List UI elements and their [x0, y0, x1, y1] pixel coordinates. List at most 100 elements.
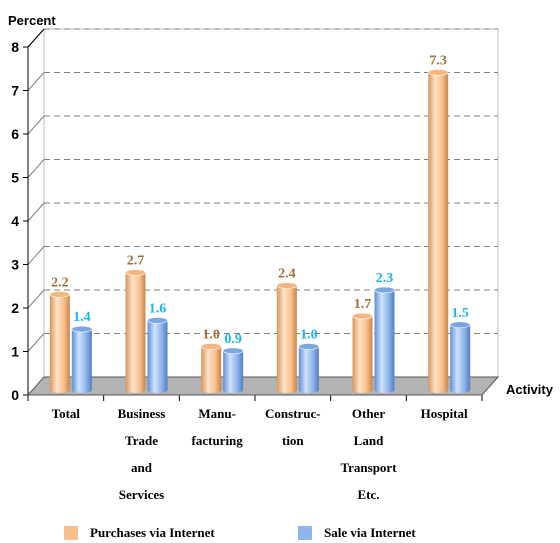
legend-label-purchases: Purchases via Internet [90, 525, 215, 540]
data-labels: 2.2 1.4 2.7 1.6 1.0 0.9 2.4 1.0 1.7 2.3 7.3 1.5 [51, 53, 469, 346]
bar-base [276, 387, 297, 393]
gridline-diagonal [27, 289, 45, 309]
bar-top [49, 290, 71, 298]
category-label-1: Business Trade and Services [118, 406, 166, 502]
floor-plane [26, 376, 500, 396]
y-tick-label: 0 [11, 387, 19, 403]
y-tick-label: 1 [11, 344, 19, 360]
category-label-0: Total [52, 406, 81, 421]
data-label-sale-3: 1.0 [300, 328, 318, 343]
gridline-diagonal [27, 333, 45, 352]
bar-top [374, 286, 395, 294]
category-label-line: tion [282, 433, 304, 448]
bar-top [298, 343, 320, 350]
legend-item-purchases: Purchases via Internet [64, 525, 215, 541]
y-tick-label: 5 [11, 170, 19, 186]
bar-top [147, 317, 168, 324]
y-tick-label: 7 [11, 83, 19, 99]
y-tick-label: 2 [11, 300, 19, 316]
y-tick-label: 6 [11, 126, 19, 142]
x-axis-title: Activity [506, 382, 554, 397]
bar-base [49, 387, 70, 393]
data-label-sale-2: 0.9 [224, 332, 242, 347]
category-label-line: Etc. [357, 487, 379, 502]
bar-purchases-4 [352, 312, 373, 393]
category-label-line: Total [52, 406, 81, 421]
bar-body [276, 285, 297, 390]
bar-base [428, 387, 449, 393]
bar-purchases-3 [276, 282, 298, 393]
category-label-3: Construc-tion [265, 406, 321, 448]
category-label-line: Trade [125, 433, 158, 448]
data-label-purchases-5: 7.3 [429, 53, 447, 68]
bars [49, 69, 471, 393]
bar-sale-4 [374, 286, 395, 393]
category-label-4: Other Land Transport Etc. [340, 406, 397, 502]
bar-sale-3 [298, 343, 320, 393]
category-label-line: Land [354, 433, 384, 448]
category-label-line: Construc- [265, 406, 321, 421]
gridline-diagonal [27, 72, 45, 91]
bar-base [71, 387, 92, 393]
bar-body [450, 324, 471, 390]
gridline-diagonal [27, 159, 45, 178]
bar-body [374, 289, 395, 390]
data-label-purchases-3: 2.4 [278, 267, 296, 282]
bar-sale-1 [147, 317, 168, 393]
bar-body [223, 350, 244, 390]
y-axis-depth-line [27, 28, 45, 48]
gridline-diagonal [27, 202, 45, 222]
category-label-line: facturing [192, 433, 244, 448]
gridline-diagonal [27, 246, 45, 265]
bar-top [352, 312, 373, 320]
bar-purchases-2 [200, 343, 222, 393]
data-label-sale-1: 1.6 [149, 301, 167, 316]
category-label-line: Services [119, 487, 164, 502]
category-labels: Total Business Trade and Services Manu-factur… [52, 406, 468, 502]
bar-body [428, 72, 449, 390]
bar-sale-2 [222, 347, 244, 393]
bar-base [374, 387, 395, 393]
y-tick-label: 4 [11, 213, 19, 229]
y-tick-label: 3 [11, 257, 19, 273]
bar-purchases-0 [49, 290, 71, 393]
bar-base [352, 387, 373, 393]
bar-top [276, 282, 298, 289]
data-label-sale-4: 2.3 [376, 271, 394, 286]
bar-top [200, 343, 222, 350]
bar-base [223, 387, 244, 393]
bar-base [125, 387, 146, 393]
bar-body [147, 320, 168, 390]
bar-sale-5 [449, 321, 471, 393]
bar-sale-0 [71, 325, 93, 393]
category-label-2: Manu-facturing [192, 406, 244, 448]
category-label-line: and [131, 460, 153, 475]
data-label-purchases-4: 1.7 [354, 297, 372, 312]
category-label-line: Manu- [198, 406, 236, 421]
y-tick-label: 8 [11, 39, 19, 55]
gridline-diagonal [27, 115, 45, 135]
chart-floor [26, 376, 500, 396]
bar-body [201, 346, 222, 390]
data-label-sale-5: 1.5 [451, 306, 469, 321]
legend-swatch-purchases [64, 526, 78, 540]
legend-swatch-sale [298, 526, 312, 540]
bar-body [298, 346, 319, 390]
category-label-5: Hospital [421, 406, 468, 421]
bar-purchases-5 [427, 69, 449, 393]
bar-body [49, 294, 70, 390]
bar-top [71, 325, 93, 333]
bar-base [147, 387, 168, 393]
data-label-purchases-0: 2.2 [51, 275, 69, 290]
y-axis-title: Percent [8, 13, 56, 28]
bar-top [449, 321, 471, 329]
data-label-purchases-2: 1.0 [202, 328, 220, 343]
data-label-sale-0: 1.4 [73, 310, 91, 325]
bar-base [298, 387, 319, 393]
bar-body [71, 329, 92, 390]
y-tick-labels: 0 1 2 3 4 5 6 7 8 [11, 39, 19, 403]
category-label-line: Other [352, 406, 385, 421]
legend-label-sale: Sale via Internet [324, 525, 416, 540]
legend: Purchases via Internet Sale via Internet [0, 525, 560, 543]
bar-body [352, 316, 373, 390]
